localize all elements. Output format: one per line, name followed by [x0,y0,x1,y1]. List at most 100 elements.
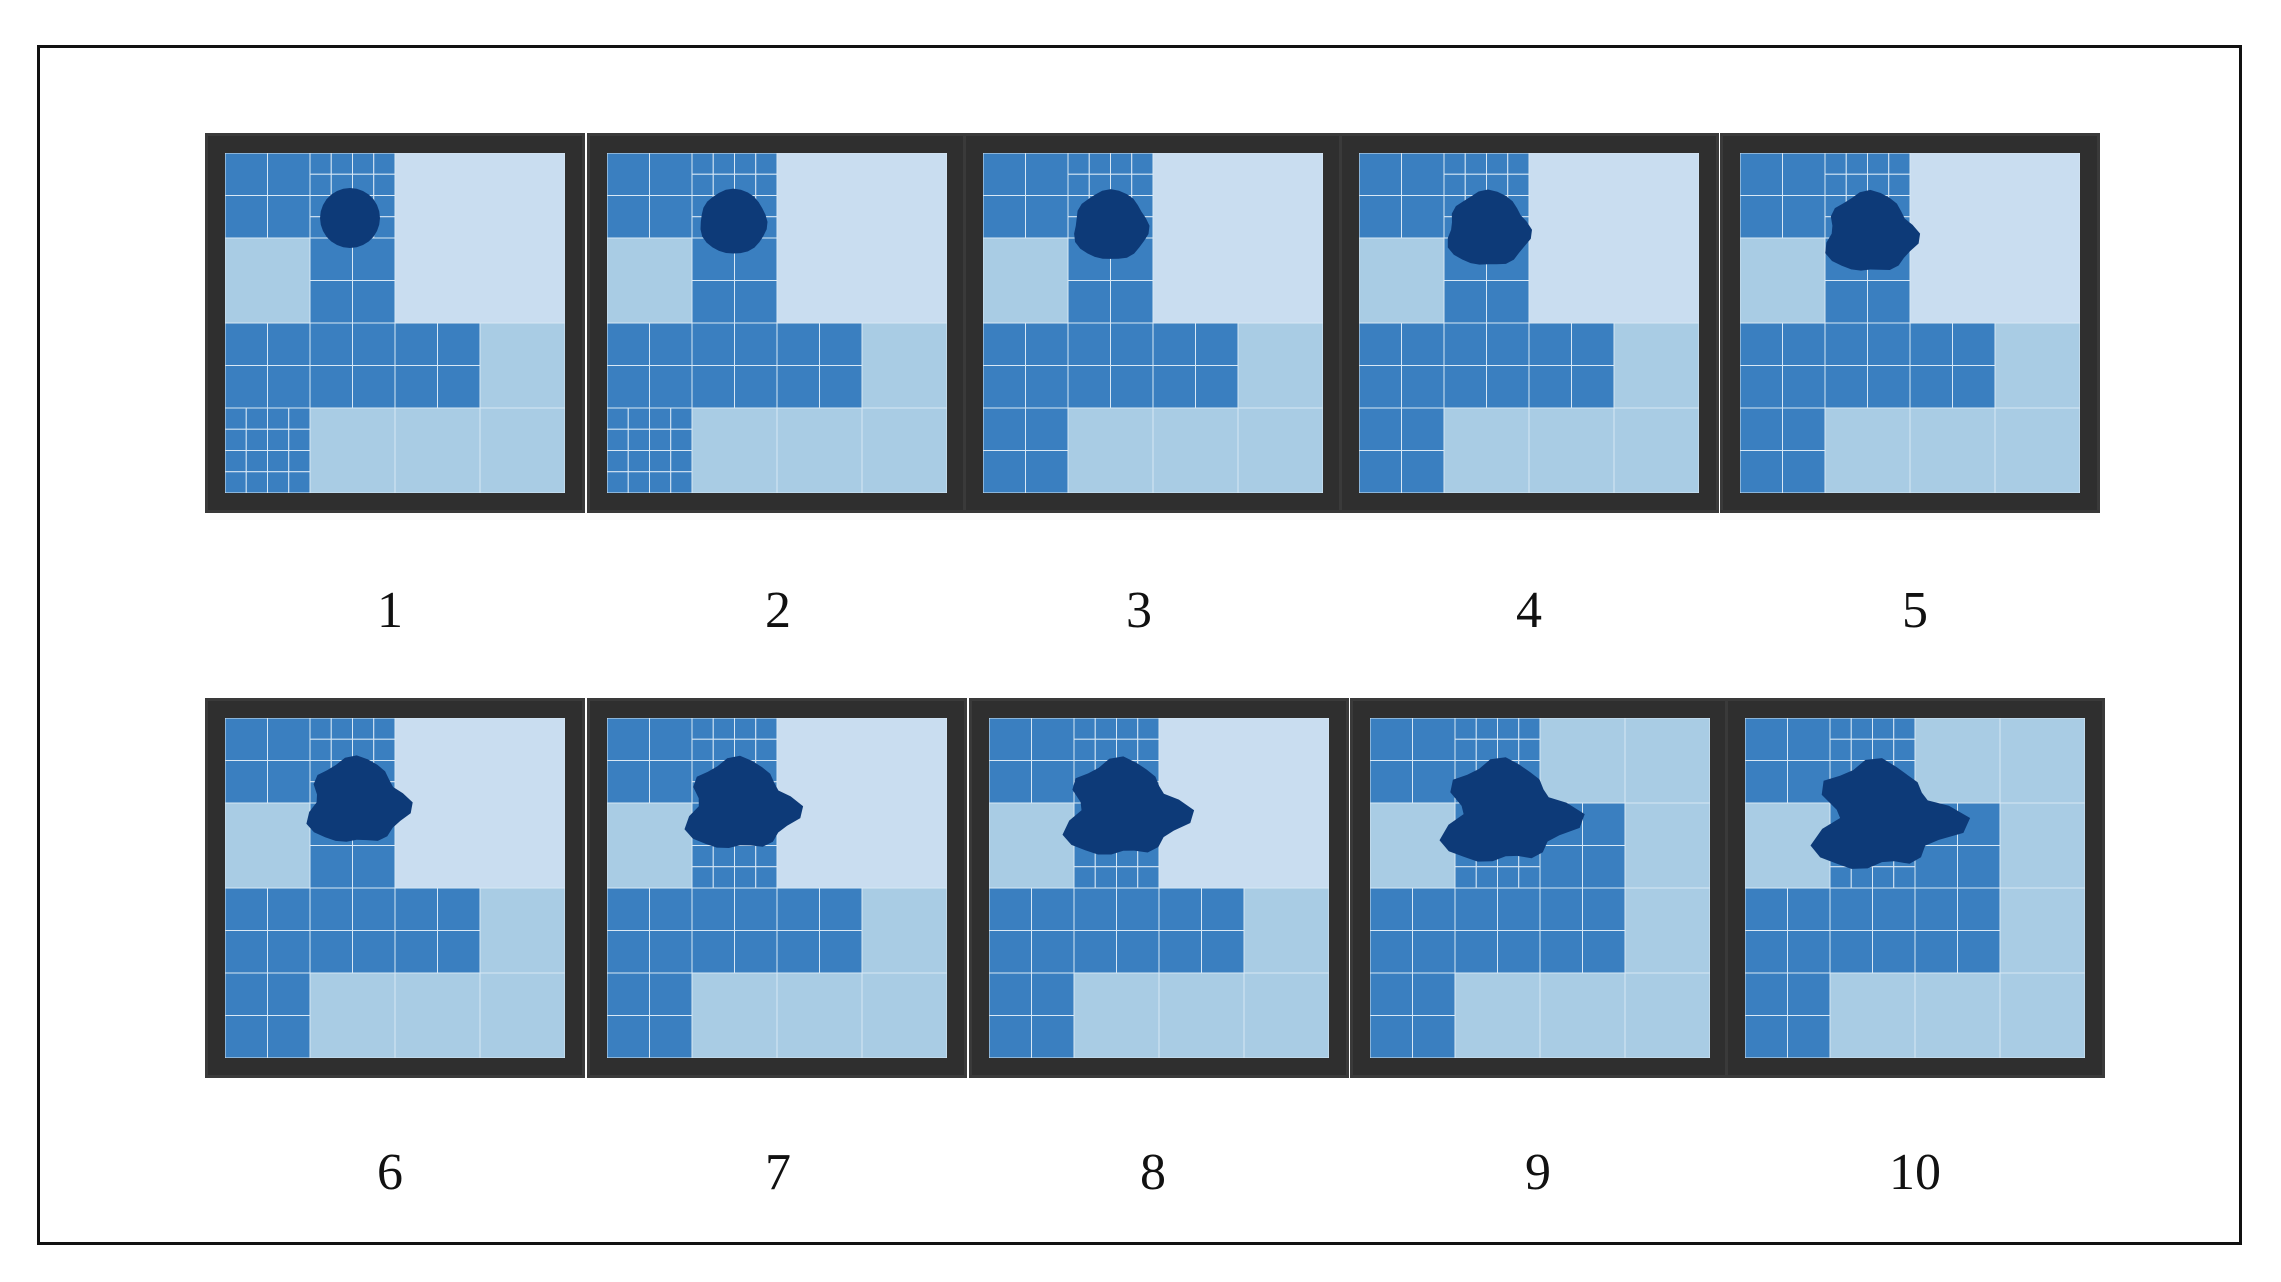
quadtree-cell [1110,153,1133,175]
quadtree-cell [1528,322,1572,366]
quadtree-grid-8 [989,718,1329,1058]
quadtree-cell [1475,866,1498,889]
quadtree-cell [1782,195,1826,239]
quadtree-cell [1195,322,1239,366]
quadtree-cell [755,845,778,868]
quadtree-cell [394,407,481,493]
quadtree-cell [309,173,332,196]
quadtree-cell [1957,845,2001,889]
interface-blob [1825,189,1921,271]
quadtree-cell [1829,718,1852,740]
quadtree-cell [861,887,947,974]
quadtree-cell [607,802,693,889]
quadtree-cell [1994,407,2080,493]
quadtree-cell [352,365,396,409]
quadtree-panel-1 [205,133,585,513]
quadtree-cell [649,195,693,239]
quadtree-cell [267,407,290,430]
quadtree-cell [1845,153,1868,175]
quadtree-cell [1401,365,1445,409]
quadtree-cell [691,718,714,740]
quadtree-cell [1401,322,1445,366]
quadtree-cell [1571,365,1615,409]
quadtree-cell [649,322,693,366]
quadtree-cell [1497,738,1520,761]
quadtree-grid-4 [1359,153,1699,493]
quadtree-cell [225,195,268,239]
quadtree-cell [1782,365,1826,409]
quadtree-cell [983,450,1026,493]
quadtree-cell [267,153,311,196]
quadtree-cell [394,972,481,1058]
quadtree-cell [627,471,650,493]
interface-blob [684,755,804,848]
quadtree-cell [607,237,693,324]
quadtree-cell [1201,930,1245,974]
quadtree-cell [1518,738,1541,761]
quadtree-cell [1243,887,1329,974]
quadtree-cell [373,173,396,196]
quadtree-grid-5 [1740,153,2080,493]
quadtree-cell [755,173,778,196]
quadtree-cell [1999,887,2085,974]
quadtree-cell [1782,450,1826,493]
quadtree-panel-10 [1725,698,2105,1078]
quadtree-grid-7 [607,718,947,1058]
quadtree-cell [1454,972,1541,1058]
quadtree-cell [861,407,947,493]
quadtree-cell [1824,173,1847,196]
quadtree-cell [1073,972,1160,1058]
quadtree-cell [627,428,650,451]
quadtree-cell [479,887,565,974]
quadtree-cell [1025,450,1069,493]
quadtree-cell [1370,1015,1413,1058]
quadtree-cell [267,887,311,931]
quadtree-cell [776,322,820,366]
quadtree-cell [352,887,396,931]
quadtree-cell [1952,322,1996,366]
quadtree-cell [1443,153,1466,175]
quadtree-cell [691,930,735,974]
quadtree-cell [755,738,778,761]
quadtree-cell [1888,153,1911,175]
quadtree-cell [1412,1015,1456,1058]
quadtree-cell [1745,887,1788,931]
quadtree-cell [267,1015,311,1058]
quadtree-cell [1412,887,1456,931]
quadtree-cell [1195,365,1239,409]
quadtree-cell [712,738,735,761]
quadtree-grid-10 [1745,718,2085,1058]
quadtree-grid-1 [225,153,565,493]
quadtree-cell [1518,718,1541,740]
quadtree-cell [989,930,1032,974]
quadtree-cell [734,930,778,974]
quadtree-cell [1067,407,1154,493]
quadtree-cell [1359,450,1402,493]
quadtree-cell [607,322,650,366]
quadtree-cell [989,760,1032,804]
quadtree-cell [1528,407,1615,493]
quadtree-cell [1201,887,1245,931]
quadtree-panel-2 [587,133,967,513]
quadtree-cell [1624,802,1710,889]
quadtree-cell [1088,153,1111,175]
quadtree-cell [627,407,650,430]
quadtree-cell [437,322,481,366]
quadtree-cell [607,972,650,1016]
quadtree-cell [691,407,778,493]
panel-label-10: 10 [1889,1144,1941,1201]
panel-label-1: 1 [377,582,403,639]
quadtree-cell [1740,195,1783,239]
quadtree-cell [1745,760,1788,804]
quadtree-cell [330,153,353,175]
quadtree-cell [437,930,481,974]
quadtree-cell [1787,1015,1831,1058]
quadtree-cell [1152,365,1196,409]
quadtree-cell [819,322,863,366]
quadtree-cell [1370,972,1413,1016]
quadtree-cell [670,450,693,473]
quadtree-cell [1497,866,1520,889]
quadtree-cell [1031,1015,1075,1058]
quadtree-cell [1464,153,1487,175]
quadtree-cell [1914,972,2001,1058]
